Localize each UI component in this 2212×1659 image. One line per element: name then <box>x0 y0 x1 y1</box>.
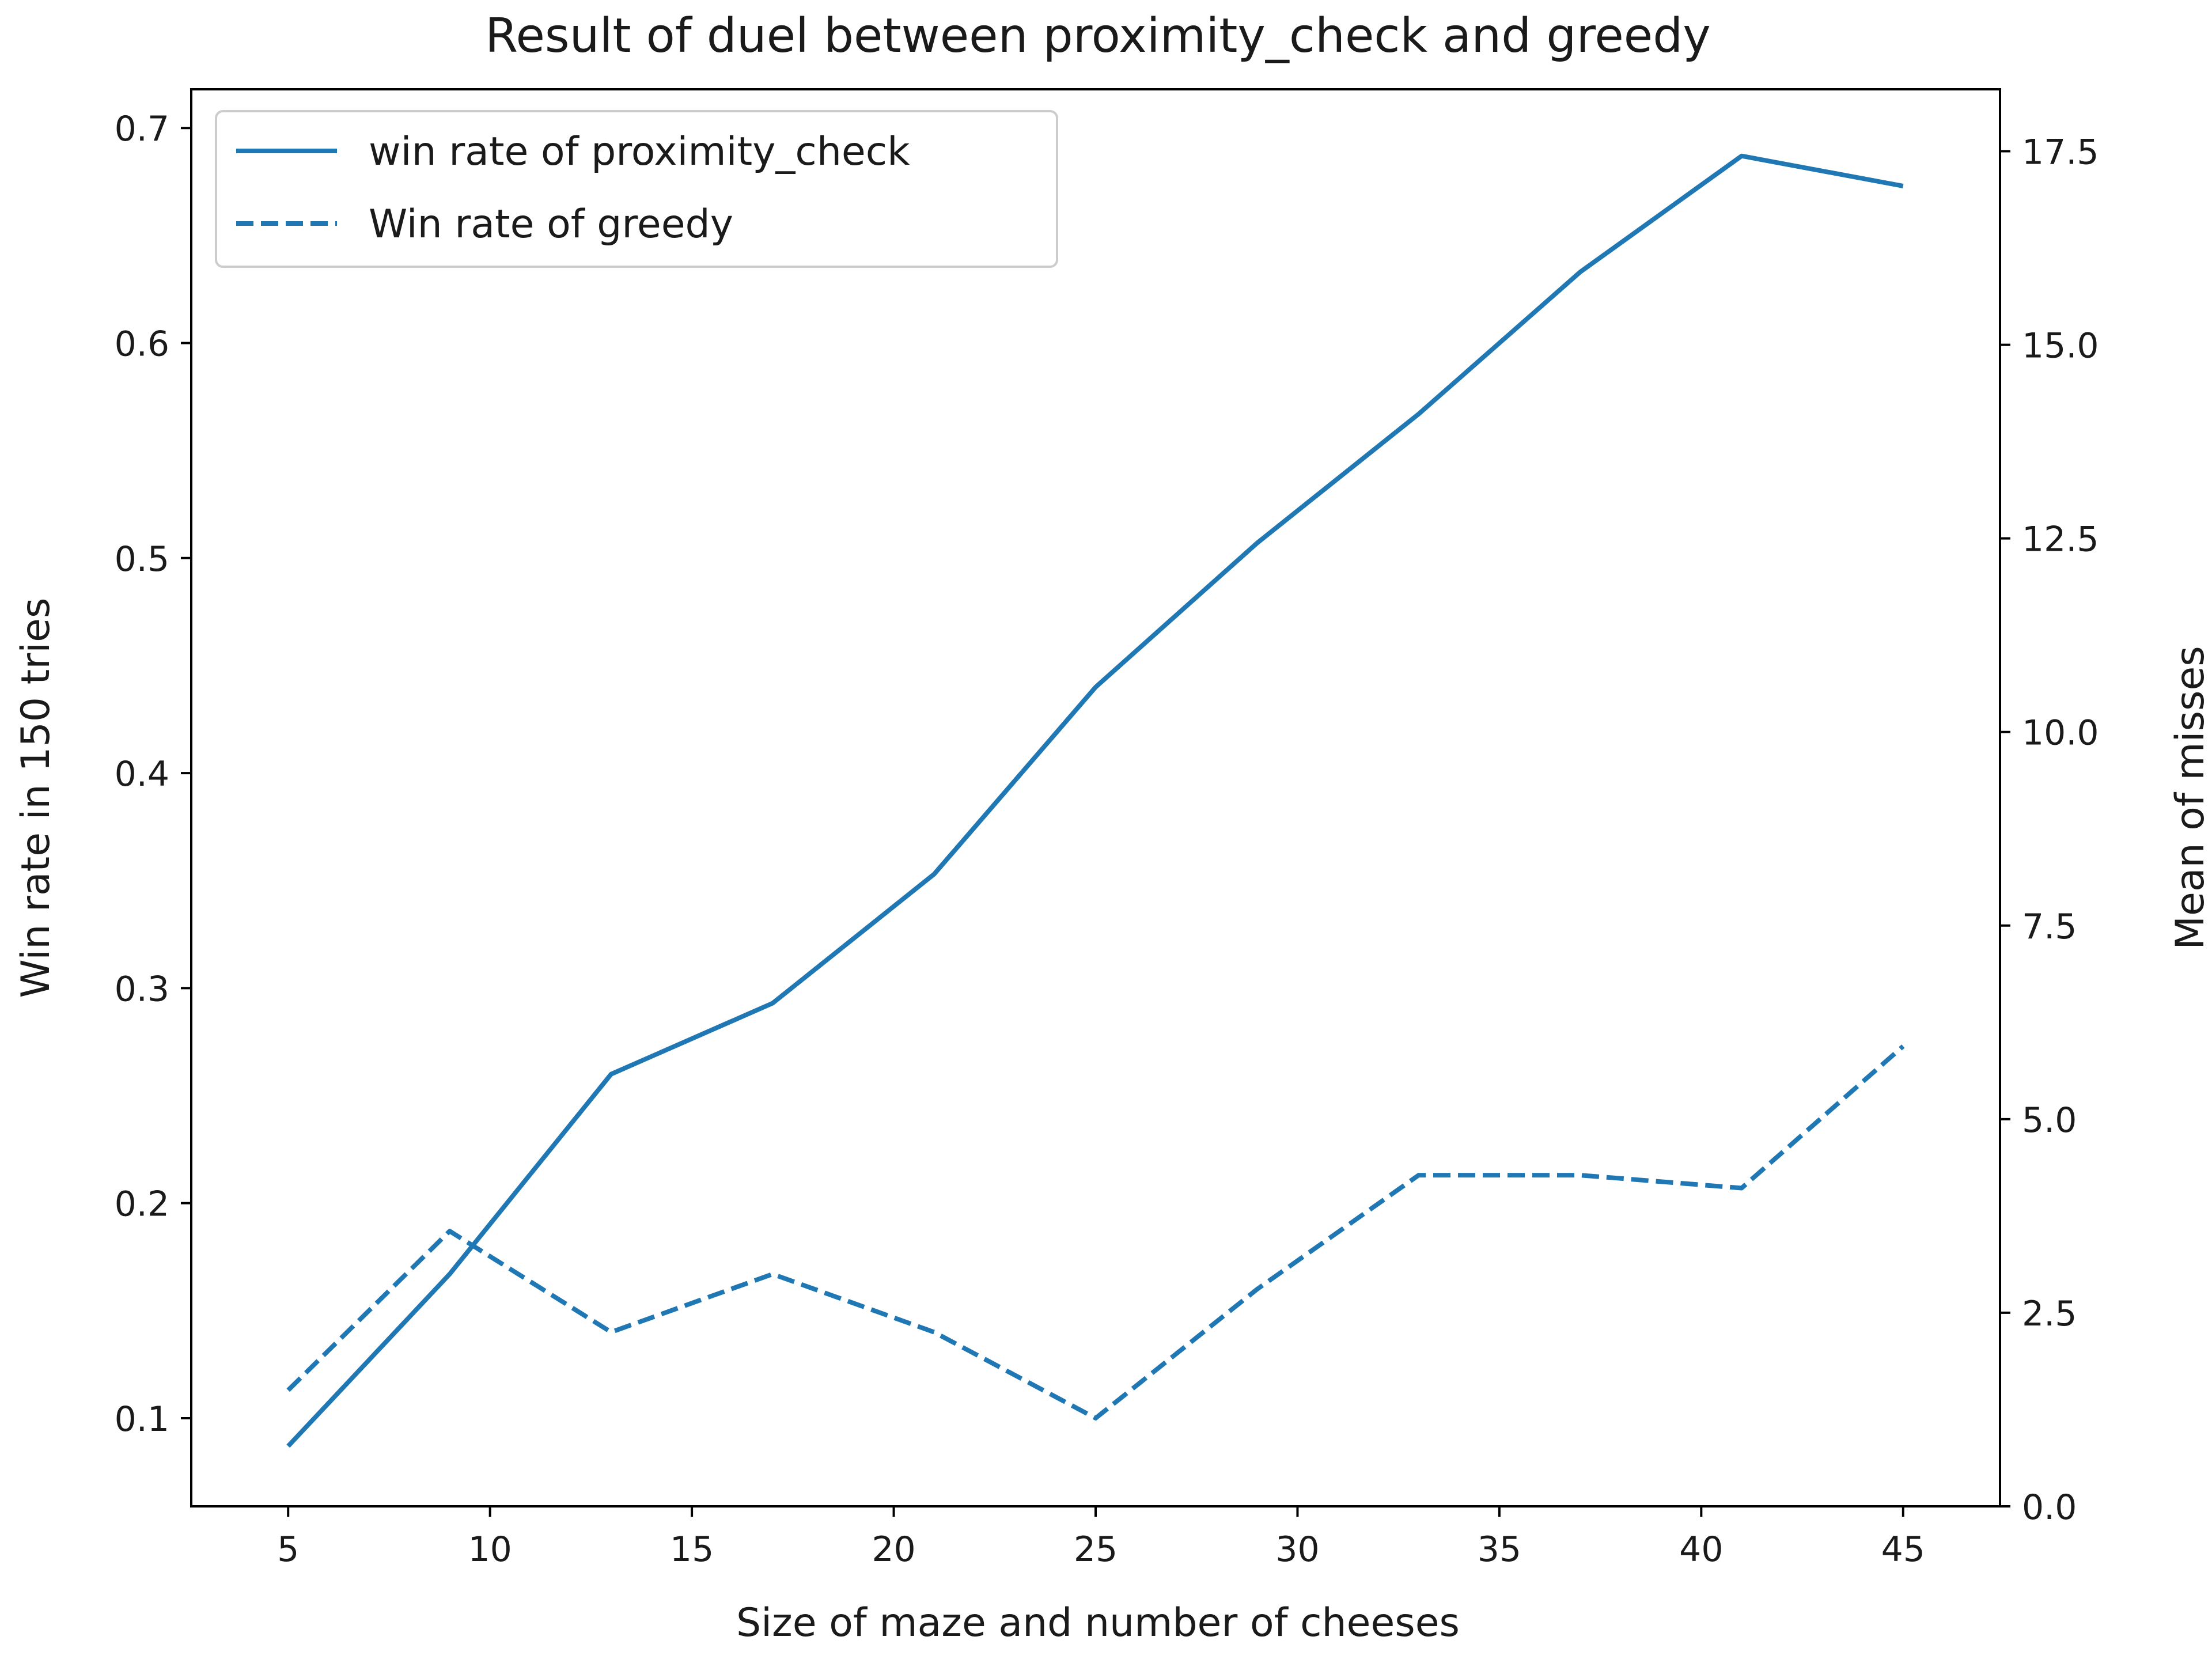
x-axis-label: Size of maze and number of cheeses <box>736 1600 1460 1646</box>
y-axis-label: Win rate in 150 tries <box>13 598 59 998</box>
y2-tick-label: 12.5 <box>2022 520 2099 560</box>
x-axis-ticks: 5 10 15 20 25 30 35 40 45 <box>277 1506 1925 1570</box>
x-tick-label: 25 <box>1074 1529 1118 1570</box>
y-tick-label: 0.4 <box>115 754 169 794</box>
y2-axis-ticks: 0.0 2.5 5.0 7.5 10.0 12.5 15.0 17.5 <box>2000 132 2099 1528</box>
y2-tick-label: 5.0 <box>2022 1100 2077 1141</box>
y-tick-label: 0.2 <box>115 1184 169 1225</box>
y2-axis-label: Mean of misses <box>2168 646 2212 949</box>
legend-label-proximity-check: win rate of proximity_check <box>369 129 910 175</box>
y2-tick-label: 0.0 <box>2022 1487 2077 1528</box>
x-tick-label: 5 <box>277 1529 299 1570</box>
y-tick-label: 0.1 <box>115 1399 169 1440</box>
x-tick-label: 20 <box>872 1529 915 1570</box>
x-tick-label: 45 <box>1881 1529 1925 1570</box>
legend: win rate of proximity_check Win rate of … <box>215 110 1058 268</box>
x-tick-label: 15 <box>670 1529 714 1570</box>
y2-tick-label: 15.0 <box>2022 326 2099 366</box>
y-axis-ticks: 0.1 0.2 0.3 0.4 0.5 0.6 0.7 <box>115 109 191 1440</box>
y2-tick-label: 2.5 <box>2022 1294 2077 1334</box>
y2-tick-label: 17.5 <box>2022 132 2099 173</box>
series-line-win-rate-of-greedy <box>286 1044 1905 1421</box>
y-tick-label: 0.6 <box>115 324 169 364</box>
plot-lines <box>286 153 1905 1448</box>
legend-box <box>215 110 1058 268</box>
y-tick-label: 0.7 <box>115 109 169 149</box>
legend-label-greedy: Win rate of greedy <box>369 202 733 247</box>
x-tick-label: 40 <box>1679 1529 1723 1570</box>
series-line-win-rate-of-proximity-check <box>286 153 1904 1448</box>
y-tick-label: 0.3 <box>115 969 169 1009</box>
x-tick-label: 35 <box>1478 1529 1521 1570</box>
y2-tick-label: 10.0 <box>2022 713 2099 753</box>
y-tick-label: 0.5 <box>115 539 169 579</box>
x-tick-label: 10 <box>468 1529 512 1570</box>
x-tick-label: 30 <box>1275 1529 1319 1570</box>
y2-tick-label: 7.5 <box>2022 907 2077 947</box>
chart-title: Result of duel between proximity_check a… <box>485 9 1711 63</box>
